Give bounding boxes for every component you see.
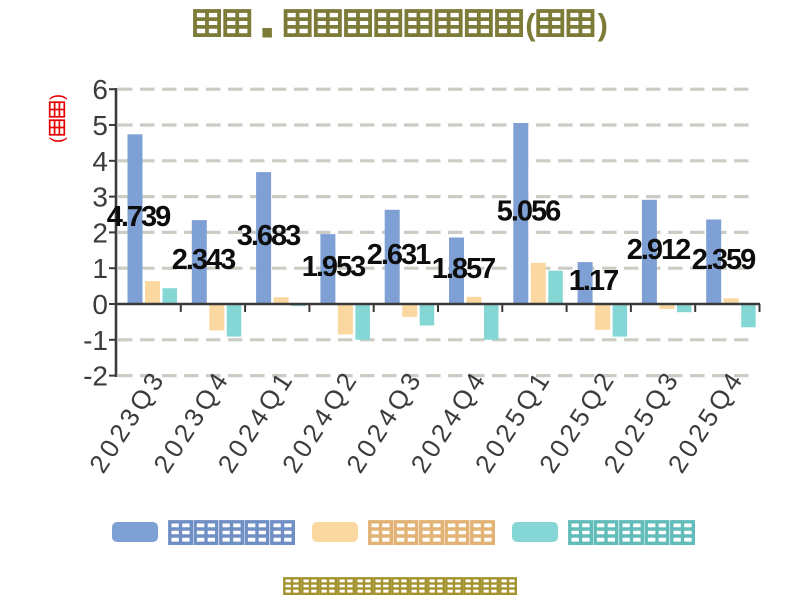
svg-text:1.17: 1.17: [569, 265, 618, 297]
svg-text:6: 6: [92, 74, 108, 105]
svg-text:4.739: 4.739: [107, 201, 171, 233]
svg-text:1.953: 1.953: [302, 251, 366, 283]
svg-text:3.683: 3.683: [237, 220, 301, 252]
svg-text:1.857: 1.857: [432, 253, 495, 285]
svg-text:(: (: [525, 7, 536, 42]
svg-text:5: 5: [92, 110, 108, 141]
svg-text:2.343: 2.343: [172, 244, 236, 276]
svg-text:2.912: 2.912: [627, 234, 690, 266]
svg-text:2: 2: [92, 217, 108, 248]
svg-text:): ): [47, 94, 67, 100]
svg-text:-2: -2: [83, 361, 108, 392]
svg-text:): ): [598, 7, 608, 42]
svg-text:2.631: 2.631: [367, 239, 431, 271]
svg-text:(: (: [47, 137, 67, 143]
svg-text:3: 3: [92, 182, 108, 213]
svg-text:4: 4: [92, 146, 108, 177]
svg-text:0: 0: [92, 289, 108, 320]
svg-text:2.359: 2.359: [692, 244, 756, 276]
svg-text:5.056: 5.056: [497, 196, 561, 228]
svg-text:-1: -1: [83, 325, 108, 356]
svg-text:1: 1: [92, 253, 108, 284]
